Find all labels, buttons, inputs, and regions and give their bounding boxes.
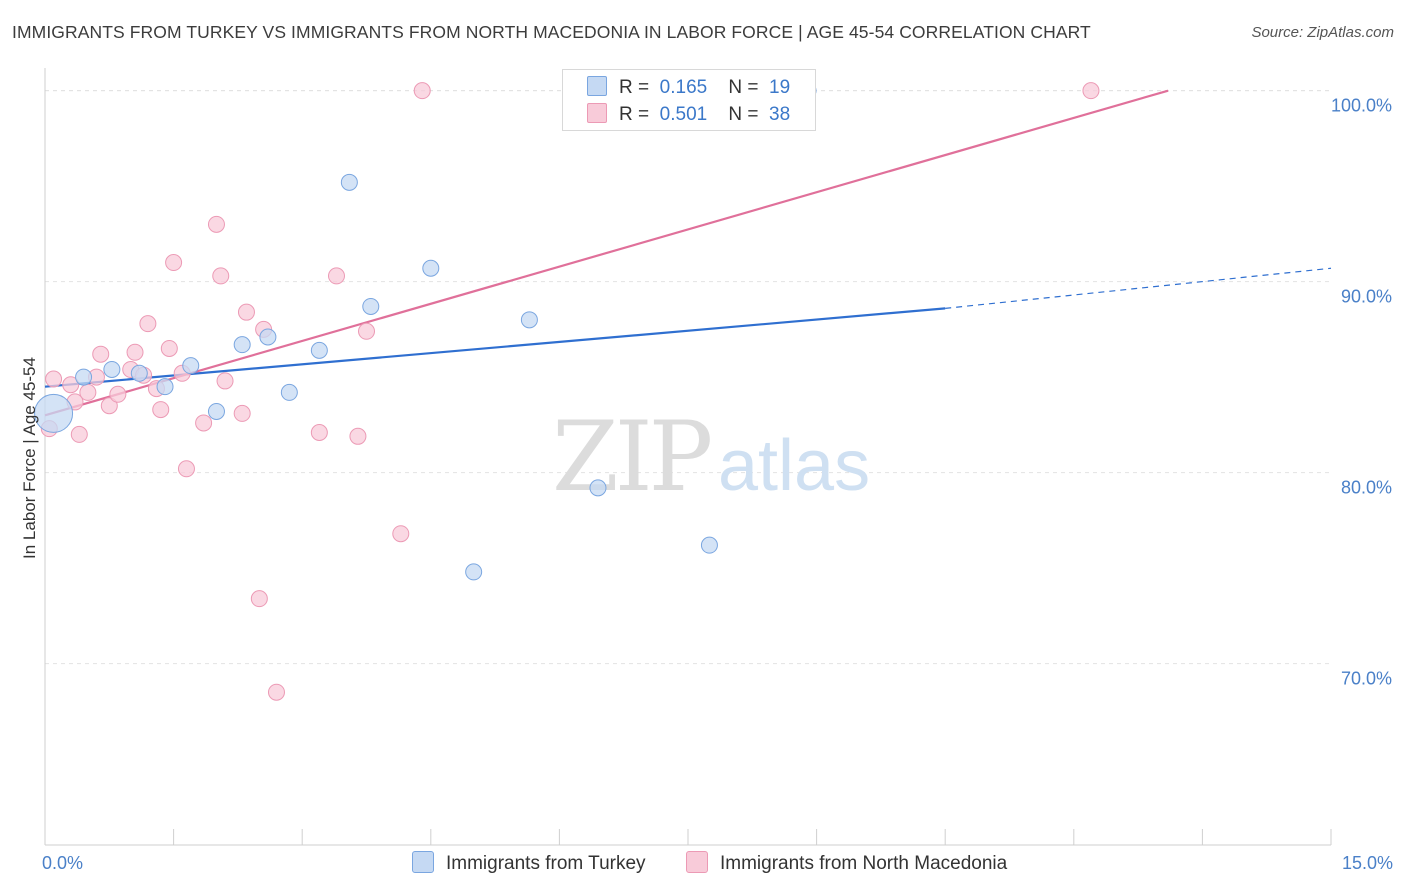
point-macedonia bbox=[310, 423, 328, 441]
bottom-legend-label-macedonia: Immigrants from North Macedonia bbox=[720, 853, 1008, 874]
watermark-zip: ZIP bbox=[552, 401, 711, 513]
y-tick-label: 90.0% bbox=[1341, 287, 1392, 307]
point-macedonia bbox=[392, 525, 410, 543]
point-turkey bbox=[700, 536, 718, 554]
point-macedonia bbox=[177, 460, 195, 478]
chart-title: IMMIGRANTS FROM TURKEY VS IMMIGRANTS FRO… bbox=[12, 22, 1091, 42]
legend-row-turkey: R = 0.165 N = 19 bbox=[587, 76, 790, 100]
point-macedonia bbox=[62, 376, 80, 394]
point-macedonia bbox=[45, 370, 63, 388]
point-turkey bbox=[156, 378, 174, 396]
point-macedonia bbox=[100, 397, 118, 415]
legend-n-label: N = bbox=[728, 104, 759, 125]
legend-n-value-turkey: 19 bbox=[769, 77, 791, 98]
x-tick-labels: 0.0% 15.0% bbox=[42, 853, 1393, 873]
point-macedonia bbox=[152, 401, 170, 419]
point-turkey bbox=[75, 368, 93, 386]
point-turkey bbox=[207, 402, 225, 420]
legend-r-value-macedonia: 0.501 bbox=[659, 104, 708, 125]
point-macedonia bbox=[216, 372, 234, 390]
point-macedonia bbox=[250, 590, 268, 608]
bottom-legend-swatch-turkey bbox=[412, 851, 434, 873]
point-turkey bbox=[422, 259, 440, 277]
bottom-legend-label-turkey: Immigrants from Turkey bbox=[446, 853, 646, 874]
point-macedonia bbox=[207, 215, 225, 233]
legend-n-value-macedonia: 38 bbox=[769, 104, 791, 125]
x-tick-label: 15.0% bbox=[1342, 853, 1393, 873]
point-macedonia bbox=[349, 427, 367, 445]
point-turkey bbox=[310, 341, 328, 359]
point-macedonia bbox=[358, 322, 375, 340]
point-macedonia bbox=[195, 414, 213, 432]
legend-r-value-turkey: 0.165 bbox=[659, 77, 708, 98]
point-turkey bbox=[589, 479, 607, 497]
point-turkey bbox=[103, 360, 121, 378]
legend-n-label: N = bbox=[728, 77, 759, 98]
point-macedonia bbox=[160, 339, 178, 357]
source-label: Source: ZipAtlas.com bbox=[1251, 24, 1394, 41]
point-turkey bbox=[233, 336, 251, 354]
point-turkey bbox=[520, 311, 538, 329]
point-turkey bbox=[465, 563, 483, 581]
point-macedonia bbox=[92, 345, 110, 363]
point-turkey bbox=[34, 393, 74, 433]
watermark: ZIP atlas bbox=[552, 401, 870, 513]
trend-line-turkey-extrapolated bbox=[945, 267, 1332, 309]
point-macedonia bbox=[267, 683, 285, 701]
y-axis-label: In Labor Force | Age 45-54 bbox=[20, 357, 39, 559]
point-macedonia bbox=[233, 404, 251, 422]
point-macedonia bbox=[165, 254, 183, 272]
point-turkey bbox=[259, 328, 277, 346]
trend-lines bbox=[44, 89, 1332, 417]
point-turkey bbox=[182, 357, 200, 375]
point-turkey bbox=[280, 383, 298, 401]
point-turkey bbox=[362, 297, 380, 315]
legend-row-macedonia: R = 0.501 N = 38 bbox=[587, 103, 790, 127]
trend-line-macedonia bbox=[44, 89, 1169, 417]
legend-swatch-macedonia bbox=[587, 103, 607, 123]
point-macedonia bbox=[212, 267, 230, 285]
point-macedonia bbox=[79, 383, 97, 401]
legend-r-label: R = bbox=[619, 104, 650, 125]
point-turkey bbox=[340, 173, 358, 191]
y-tick-label: 100.0% bbox=[1331, 96, 1392, 116]
bottom-legend-turkey: Immigrants from Turkey bbox=[412, 851, 646, 875]
x-tick-label: 0.0% bbox=[42, 853, 83, 873]
grid-lines bbox=[45, 90, 1331, 665]
bottom-legend-swatch-macedonia bbox=[686, 851, 708, 873]
axes bbox=[44, 68, 1332, 846]
legend: R = 0.165 N = 19 R = 0.501 N = 38 bbox=[562, 69, 816, 131]
y-tick-label: 80.0% bbox=[1341, 478, 1392, 498]
point-macedonia bbox=[109, 385, 127, 403]
bottom-legend-macedonia: Immigrants from North Macedonia bbox=[686, 851, 1007, 875]
trend-line-turkey bbox=[44, 307, 946, 388]
legend-r-label: R = bbox=[619, 77, 650, 98]
y-tick-label: 70.0% bbox=[1341, 669, 1392, 689]
data-points bbox=[34, 82, 1100, 701]
point-macedonia bbox=[237, 303, 255, 321]
point-macedonia bbox=[139, 315, 157, 333]
point-macedonia bbox=[327, 267, 345, 285]
point-macedonia bbox=[126, 343, 144, 361]
point-macedonia bbox=[413, 82, 431, 100]
point-macedonia bbox=[1082, 82, 1100, 100]
point-turkey bbox=[130, 364, 148, 382]
point-macedonia bbox=[70, 425, 88, 443]
legend-swatch-turkey bbox=[587, 76, 607, 96]
y-tick-labels: 70.0% 80.0% 90.0% 100.0% bbox=[1331, 96, 1392, 689]
watermark-atlas: atlas bbox=[718, 426, 870, 506]
